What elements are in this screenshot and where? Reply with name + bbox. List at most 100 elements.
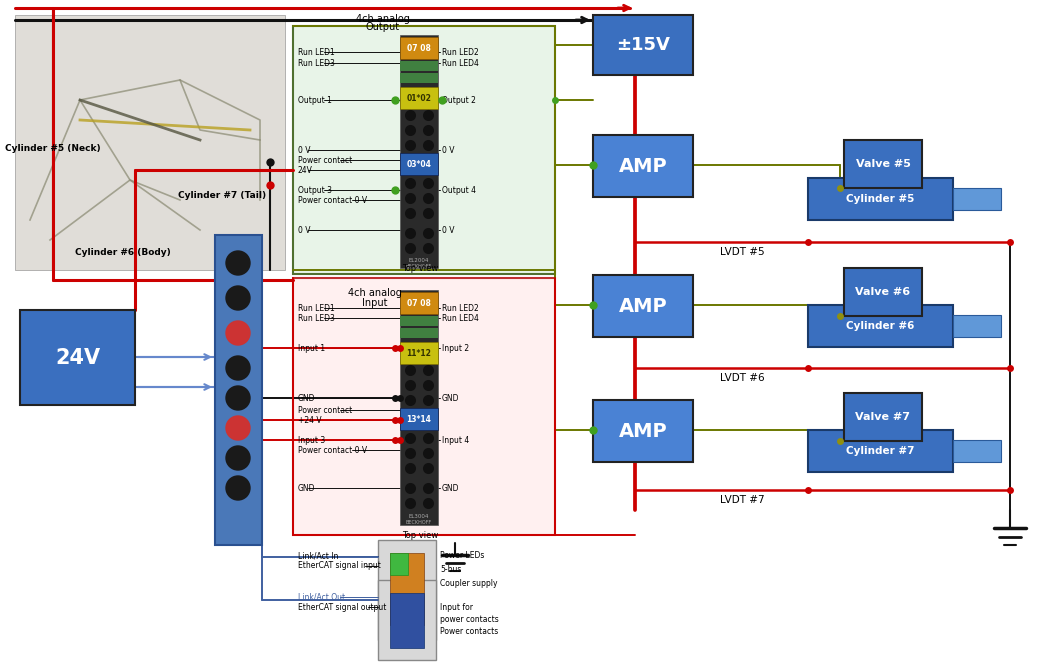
Text: Valve #5: Valve #5 (856, 159, 910, 169)
Bar (400, 328, 438, 338)
Text: Valve #6: Valve #6 (856, 287, 910, 297)
Text: EtherCAT signal output: EtherCAT signal output (298, 602, 387, 612)
Text: GND: GND (442, 483, 459, 493)
Text: LVDT #6: LVDT #6 (720, 373, 765, 383)
Bar (844, 140, 922, 188)
Text: Output 1: Output 1 (298, 96, 332, 104)
Text: 07 08: 07 08 (407, 43, 431, 53)
Text: Power contact: Power contact (298, 156, 352, 164)
Text: 03*04: 03*04 (407, 160, 432, 168)
Text: Coupler supply: Coupler supply (440, 579, 497, 587)
Text: Output 4: Output 4 (442, 186, 476, 194)
Circle shape (226, 286, 250, 310)
Text: EtherCAT signal input: EtherCAT signal input (298, 561, 380, 571)
Circle shape (226, 321, 250, 345)
Bar (390, 553, 408, 575)
Bar (400, 87, 438, 109)
Text: EL2004: EL2004 (409, 257, 429, 263)
Bar (15, 15, 285, 270)
Text: 01*02: 01*02 (407, 94, 432, 102)
Bar (593, 135, 693, 197)
Text: Cylinder #6: Cylinder #6 (846, 321, 914, 331)
Text: 0 V: 0 V (442, 146, 454, 154)
Text: Cylinder #6 (Body): Cylinder #6 (Body) (75, 247, 170, 257)
Text: 07 08: 07 08 (407, 299, 431, 307)
Bar (400, 316, 438, 326)
Text: Input for: Input for (440, 604, 473, 612)
Bar (400, 292, 438, 314)
Text: Run LED2: Run LED2 (442, 47, 479, 57)
Bar (953, 188, 1001, 210)
Text: 24V: 24V (55, 348, 100, 368)
Text: power contacts: power contacts (440, 614, 499, 624)
Text: Cylinder #5 (Neck): Cylinder #5 (Neck) (5, 144, 101, 152)
Text: Input: Input (363, 298, 388, 308)
Bar (293, 278, 555, 535)
Text: Input 4: Input 4 (442, 436, 469, 444)
Text: Input 3: Input 3 (298, 436, 325, 444)
Bar (844, 393, 922, 441)
Text: GND: GND (442, 394, 459, 402)
Bar (593, 15, 693, 75)
Text: 24V: 24V (298, 166, 313, 174)
Text: Run LED3: Run LED3 (298, 313, 335, 323)
Bar (400, 73, 438, 83)
Text: Run LED3: Run LED3 (298, 59, 335, 68)
Bar (390, 553, 424, 625)
Text: AMP: AMP (619, 297, 667, 315)
Text: AMP: AMP (619, 156, 667, 176)
Text: Power LEDs: Power LEDs (440, 551, 485, 561)
Text: 11*12: 11*12 (407, 348, 432, 358)
Bar (390, 593, 424, 648)
Text: Power contacts: Power contacts (440, 628, 498, 636)
Text: Output 2: Output 2 (442, 96, 476, 104)
Bar (400, 290, 438, 525)
Bar (378, 540, 436, 640)
Text: Cylinder #7 (Tail): Cylinder #7 (Tail) (178, 190, 266, 200)
Text: Input 2: Input 2 (442, 344, 469, 352)
Bar (953, 315, 1001, 337)
Text: Run LED4: Run LED4 (442, 59, 479, 68)
Text: 4ch analog: 4ch analog (348, 288, 401, 298)
Bar (293, 26, 555, 274)
Text: BECKHOFF: BECKHOFF (406, 263, 432, 269)
Text: Output: Output (366, 22, 400, 32)
Text: Link/Act Out: Link/Act Out (298, 593, 345, 602)
Text: 4ch analog: 4ch analog (356, 14, 410, 24)
Bar (400, 408, 438, 430)
Text: Power contact 0 V: Power contact 0 V (298, 446, 367, 454)
Bar (953, 440, 1001, 462)
Text: Cylinder #7: Cylinder #7 (846, 446, 914, 456)
Bar (808, 178, 953, 220)
Text: Run LED1: Run LED1 (298, 303, 335, 313)
Text: BECKHOFF: BECKHOFF (406, 521, 432, 525)
Text: Valve #7: Valve #7 (856, 412, 910, 422)
Bar (593, 400, 693, 462)
Text: Run LED2: Run LED2 (442, 303, 479, 313)
Text: ±15V: ±15V (616, 36, 669, 54)
Text: Run LED1: Run LED1 (298, 47, 335, 57)
Bar (215, 235, 262, 545)
Text: 5-bus: 5-bus (440, 565, 461, 575)
Text: 0 V: 0 V (442, 225, 454, 235)
Text: +24 V: +24 V (298, 416, 322, 424)
Text: Power contact: Power contact (298, 406, 352, 414)
Text: Cylinder #5: Cylinder #5 (846, 194, 914, 204)
Text: 0 V: 0 V (298, 146, 310, 154)
Text: 13*14: 13*14 (407, 414, 432, 424)
Circle shape (226, 356, 250, 380)
Text: 0 V: 0 V (298, 225, 310, 235)
Bar (378, 580, 436, 660)
Bar (400, 153, 438, 175)
Bar (20, 310, 135, 405)
Text: GND: GND (298, 483, 315, 493)
Text: Top view: Top view (401, 531, 438, 539)
Bar (808, 430, 953, 472)
Text: AMP: AMP (619, 422, 667, 440)
Text: Power contact 0 V: Power contact 0 V (298, 196, 367, 205)
Text: Input 1: Input 1 (298, 344, 325, 352)
Text: Output 3: Output 3 (298, 186, 332, 194)
Text: Top view: Top view (401, 263, 438, 273)
Text: LVDT #5: LVDT #5 (720, 247, 765, 257)
Text: Link/Act In: Link/Act In (298, 551, 338, 561)
